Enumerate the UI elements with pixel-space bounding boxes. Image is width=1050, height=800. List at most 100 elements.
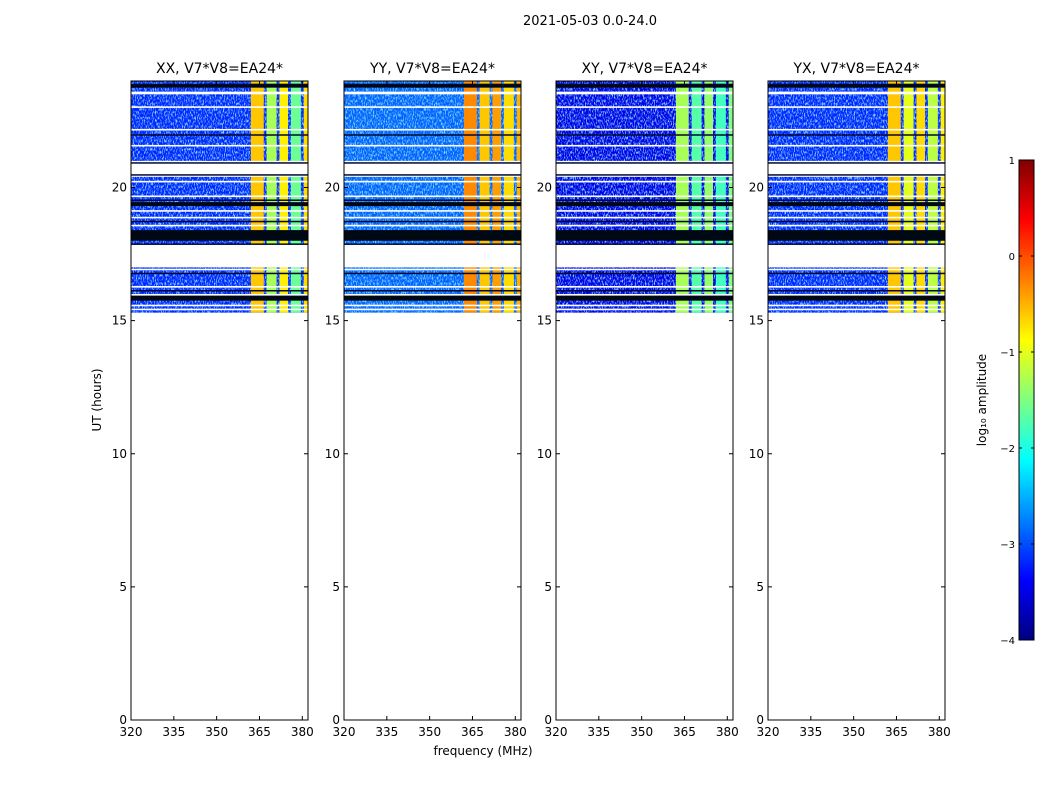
- blank-gap-3: [768, 91, 945, 95]
- dark-line-5: [768, 199, 945, 201]
- x-tick-label: 320: [757, 725, 780, 739]
- blank-gap-3: [131, 91, 308, 95]
- colorbar-tick-label: 1: [1009, 156, 1015, 167]
- flag-line-4: [344, 180, 521, 183]
- x-tick-label: 320: [545, 725, 568, 739]
- dark-line-3: [131, 162, 308, 164]
- y-tick-label: 15: [749, 314, 764, 328]
- axes-frame: [343, 80, 522, 721]
- figure-title: 2021-05-03 0.0-24.0: [523, 14, 657, 29]
- panel-title: XX, V7*V8=EA24*: [156, 61, 283, 77]
- y-tick-label: 5: [756, 580, 764, 594]
- flag-line-3: [344, 144, 521, 147]
- y-tick-label: 15: [537, 314, 552, 328]
- dark-band-4: [768, 84, 945, 88]
- dark-line-6: [768, 220, 945, 223]
- y-tick-label: 15: [325, 314, 340, 328]
- blank-gap-3: [344, 91, 521, 95]
- dark-line-3: [556, 162, 733, 164]
- flag-line-9: [768, 268, 945, 271]
- y-tick-label: 0: [332, 713, 340, 727]
- dark-line-4: [556, 174, 733, 176]
- dark-line-9: [344, 290, 521, 292]
- x-tick-label: 365: [248, 725, 271, 739]
- panel-title: YY, V7*V8=EA24*: [369, 61, 495, 77]
- flag-line-6: [131, 210, 308, 212]
- blank-gap-2: [556, 160, 733, 177]
- flag-line-9: [131, 268, 308, 271]
- x-tick-label: 350: [630, 725, 653, 739]
- flag-line-2: [556, 128, 733, 131]
- x-tick-label: 350: [418, 725, 441, 739]
- panel-title: YX, V7*V8=EA24*: [793, 61, 920, 77]
- flag-line-2: [344, 128, 521, 131]
- flag-line-11: [556, 294, 733, 296]
- blank-gap-2: [344, 160, 521, 177]
- flag-line-1: [768, 106, 945, 108]
- flag-line-1: [131, 106, 308, 108]
- flag-line-10: [768, 286, 945, 288]
- axes-frame: [555, 80, 734, 721]
- colorbar-tick-label: −1: [1000, 348, 1015, 359]
- y-tick-label: 10: [112, 447, 127, 461]
- dark-line-9: [556, 290, 733, 292]
- colorbar-tick-label: 0: [1009, 252, 1015, 263]
- flag-line-10: [344, 286, 521, 288]
- y-tick-label: 5: [119, 580, 127, 594]
- flag-line-1: [344, 106, 521, 108]
- x-tick-label: 380: [928, 725, 951, 739]
- blank-gap-1: [768, 244, 945, 268]
- flag-line-13: [344, 308, 521, 311]
- dark-band-4: [344, 84, 521, 88]
- dark-line-1: [344, 83, 521, 86]
- dark-band-2: [768, 294, 945, 301]
- flag-line-13: [556, 308, 733, 311]
- x-tick-label: 380: [291, 725, 314, 739]
- panel-2: 320 335 350 365 380 0 5 10 15 20 YY, V7*V8=EA24*: [325, 61, 527, 739]
- dark-line-8: [768, 272, 945, 275]
- y-axis-label: UT (hours): [90, 368, 104, 431]
- flag-line-12: [131, 304, 308, 307]
- dark-line-9: [131, 290, 308, 292]
- flag-line-5: [768, 195, 945, 198]
- dark-line-6: [131, 220, 308, 223]
- flag-line-5: [131, 195, 308, 198]
- flag-line-4: [556, 180, 733, 183]
- y-tick-label: 20: [112, 181, 127, 195]
- x-tick-label: 335: [587, 725, 610, 739]
- dark-line-1: [768, 83, 945, 86]
- x-tick-label: 320: [333, 725, 356, 739]
- panel-4: 320 335 350 365 380 0 5 10 15 20 YX, V7*V8=EA24*: [749, 61, 951, 739]
- colorbar-tick-label: −2: [1000, 444, 1015, 455]
- flag-line-12: [344, 304, 521, 307]
- y-tick-label: 5: [332, 580, 340, 594]
- flag-line-9: [556, 268, 733, 271]
- x-tick-label: 365: [461, 725, 484, 739]
- axes-frame: [767, 80, 946, 721]
- flag-line-12: [768, 304, 945, 307]
- blank-gap-2: [768, 160, 945, 177]
- flag-line-10: [556, 286, 733, 288]
- flag-line-4: [131, 180, 308, 183]
- dark-line-3: [768, 162, 945, 164]
- flag-line-2: [768, 128, 945, 131]
- colorbar-tick-label: −4: [1000, 636, 1015, 647]
- flag-line-8: [344, 224, 521, 227]
- y-tick-label: 10: [537, 447, 552, 461]
- dark-line-5: [131, 199, 308, 201]
- colorbar-tick-label: −3: [1000, 540, 1015, 551]
- dark-line-7: [131, 243, 308, 245]
- dark-band-4: [131, 84, 308, 88]
- dark-line-6: [344, 220, 521, 223]
- dark-band-1: [556, 230, 733, 241]
- dark-line-9: [768, 290, 945, 292]
- dark-band-1: [768, 230, 945, 241]
- flag-line-8: [131, 224, 308, 227]
- x-tick-label: 380: [504, 725, 527, 739]
- dark-band-3: [344, 202, 521, 207]
- dark-line-1: [131, 83, 308, 86]
- dark-line-8: [344, 272, 521, 275]
- x-tick-label: 335: [375, 725, 398, 739]
- dark-line-3: [344, 162, 521, 164]
